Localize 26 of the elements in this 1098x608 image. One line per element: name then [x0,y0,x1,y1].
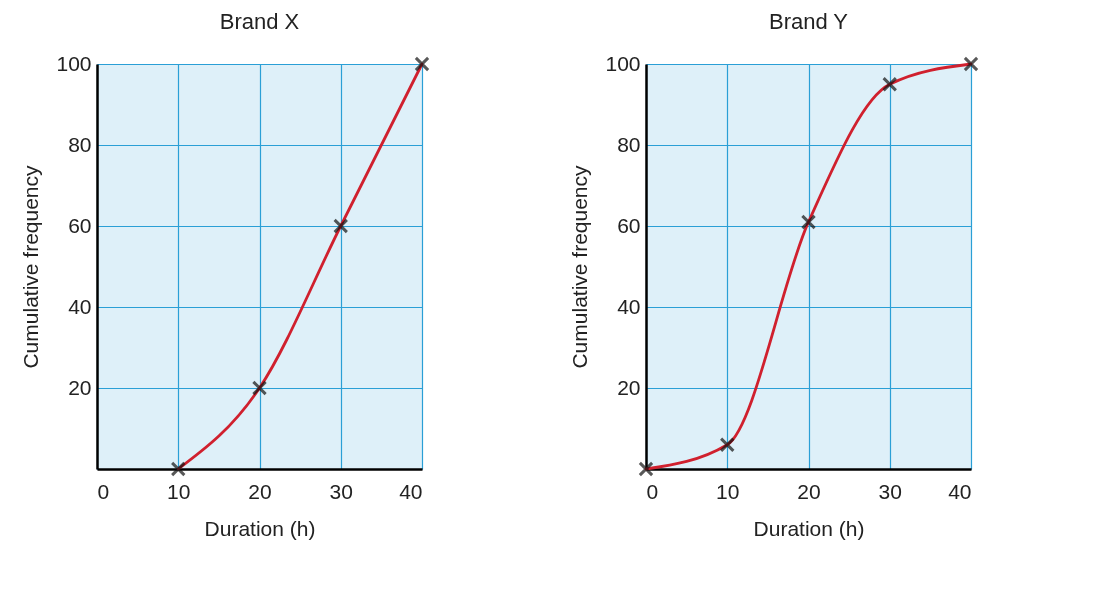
x-tick-label: 30 [329,479,353,503]
y-tick-label: 100 [56,51,92,75]
chart-title: Brand X [219,8,300,34]
x-tick-label: 10 [167,479,191,503]
y-tick-label: 60 [68,213,92,237]
y-tick-label: 40 [68,294,92,318]
y-tick-label: 100 [605,51,641,75]
x-axis-title: Duration (h) [753,516,865,540]
x-axis-title: Duration (h) [204,516,316,540]
x-tick-label: 10 [716,479,740,503]
x-tick-label: 20 [248,479,272,503]
x-tick-label: 40 [399,479,423,503]
chart-title: Brand Y [768,8,849,34]
x-tick-label: 0 [646,479,659,503]
y-tick-label: 40 [617,294,641,318]
y-tick-label: 80 [617,132,641,156]
x-tick-label: 20 [797,479,821,503]
y-tick-label: 80 [68,132,92,156]
y-tick-label: 20 [68,375,92,399]
y-axis-title: Cumulative frequency [568,164,592,369]
y-tick-label: 20 [617,375,641,399]
x-tick-label: 0 [97,479,110,503]
x-tick-label: 30 [878,479,902,503]
y-tick-label: 60 [617,213,641,237]
y-axis-title: Cumulative frequency [19,164,43,369]
x-tick-label: 40 [948,479,972,503]
